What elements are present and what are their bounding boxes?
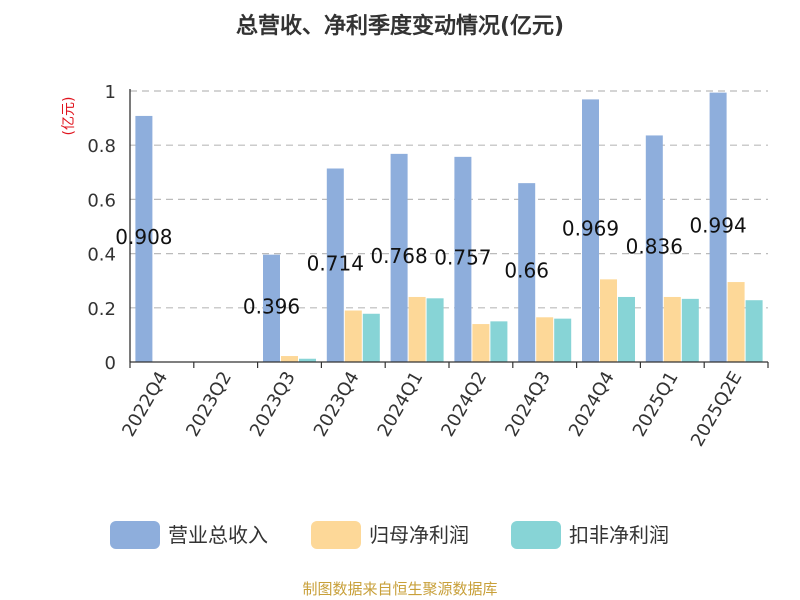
bar-2-2025Q2E xyxy=(745,300,763,362)
bars-layer xyxy=(135,92,763,362)
x-tick-label: 2023Q3 xyxy=(246,368,300,440)
y-tick-label: 0.4 xyxy=(87,245,116,266)
x-tick-label: 2025Q1 xyxy=(629,368,683,440)
legend-swatch-1 xyxy=(311,521,361,549)
source-note: 制图数据来自恒生聚源数据库 xyxy=(302,580,498,598)
bar-1-2024Q1 xyxy=(408,296,426,362)
bar-1-2024Q3 xyxy=(536,317,554,362)
data-label: 0.969 xyxy=(562,217,619,241)
data-label: 0.66 xyxy=(504,259,549,283)
bar-0-2022Q4 xyxy=(135,115,153,362)
x-tick-label: 2023Q2 xyxy=(182,368,236,440)
bar-0-2025Q1 xyxy=(645,135,663,362)
bar-2-2024Q2 xyxy=(490,321,508,362)
bar-0-2024Q1 xyxy=(390,153,408,362)
data-label: 0.768 xyxy=(370,244,427,268)
bar-2-2023Q3 xyxy=(299,358,316,362)
data-label: 0.994 xyxy=(689,213,746,237)
legend-label-0: 营业总收入 xyxy=(168,523,268,547)
bar-2-2025Q1 xyxy=(681,298,699,362)
legend-label-1: 归母净利润 xyxy=(369,523,469,547)
x-tick-label: 2024Q3 xyxy=(501,368,555,440)
x-tick-label: 2025Q2E xyxy=(687,368,747,450)
bar-0-2023Q3 xyxy=(263,254,280,362)
x-tick-label: 2024Q4 xyxy=(565,368,619,440)
data-label: 0.714 xyxy=(307,251,364,275)
bar-1-2024Q2 xyxy=(472,324,490,362)
bar-2-2024Q3 xyxy=(554,318,572,362)
data-label: 0.757 xyxy=(434,245,491,269)
y-tick-label: 0.8 xyxy=(87,136,116,157)
y-tick-label: 0.2 xyxy=(87,299,116,320)
legend-swatch-2 xyxy=(511,521,561,549)
bar-2-2024Q4 xyxy=(618,296,635,362)
x-tick-label: 2024Q2 xyxy=(437,368,491,440)
data-label: 0.396 xyxy=(243,294,300,318)
bar-1-2024Q4 xyxy=(600,279,617,362)
bar-0-2025Q2E xyxy=(709,92,727,362)
bar-1-2023Q3 xyxy=(281,356,298,362)
bar-1-2025Q2E xyxy=(727,282,745,362)
y-tick-label: 0.6 xyxy=(87,190,116,211)
bar-0-2024Q3 xyxy=(518,183,536,362)
bar-2-2023Q4 xyxy=(362,313,380,362)
y-axis-unit-label: (亿元) xyxy=(61,97,77,136)
bar-0-2024Q4 xyxy=(582,99,599,362)
bar-2-2024Q1 xyxy=(426,298,444,362)
data-label: 0.908 xyxy=(115,225,172,249)
bar-0-2024Q2 xyxy=(454,156,472,362)
bar-0-2023Q4 xyxy=(326,168,344,362)
chart-title: 总营收、净利季度变动情况(亿元) xyxy=(235,14,565,39)
x-tick-label: 2023Q4 xyxy=(310,368,364,440)
labels-layer: 0.908 0.396 0.714 0.768 0.757 0.66 0.969 0.8360… xyxy=(115,213,746,318)
bar-1-2025Q1 xyxy=(663,296,681,362)
legend-label-2: 扣非净利润 xyxy=(569,523,669,547)
y-tick-label: 0 xyxy=(105,353,116,374)
grid-layer xyxy=(130,90,768,309)
bar-1-2023Q4 xyxy=(344,310,362,362)
legend-swatch-0 xyxy=(110,521,160,549)
y-tick-label: 1 xyxy=(105,82,116,103)
data-label: 0.836 xyxy=(626,235,683,259)
x-tick-label: 2024Q1 xyxy=(374,368,428,440)
x-tick-label: 2022Q4 xyxy=(118,368,172,440)
legend: 营业总收入 归母净利润 扣非净利润 xyxy=(110,521,669,549)
